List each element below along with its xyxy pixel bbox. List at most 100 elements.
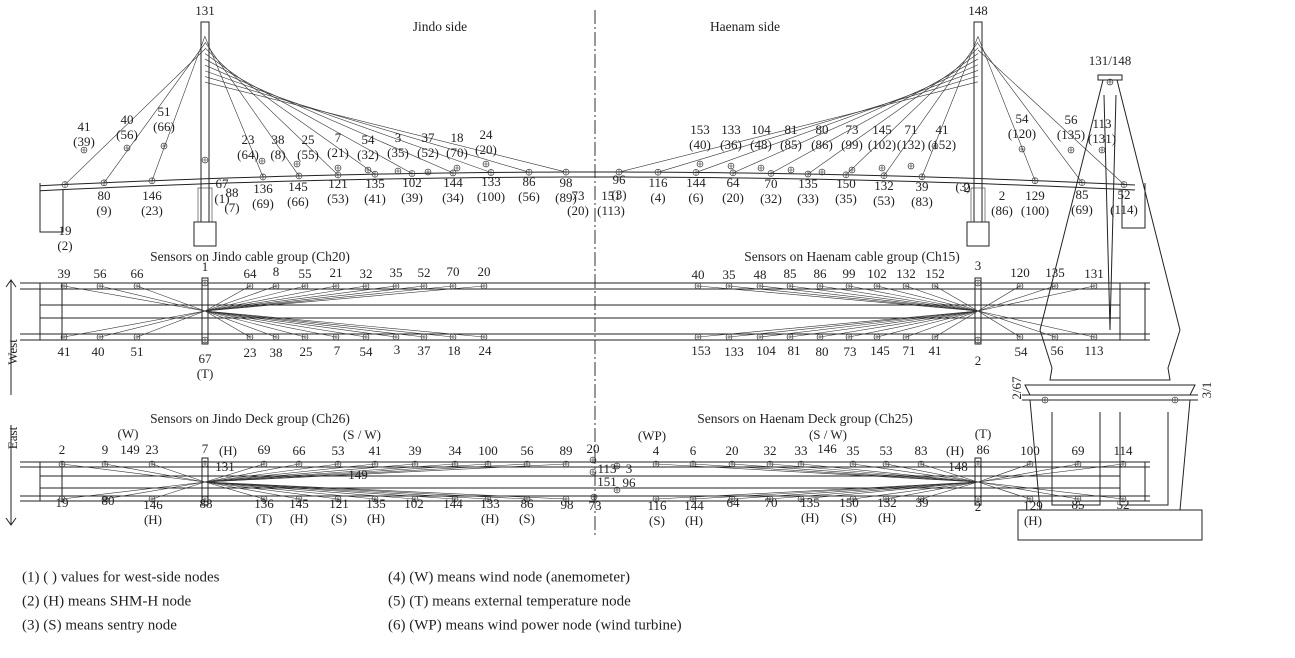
sensor-node-cross	[655, 169, 661, 176]
node-label: 113	[597, 461, 616, 476]
node-label: (H)	[946, 443, 964, 458]
cable	[977, 43, 1083, 183]
node-label: (S / W)	[809, 427, 847, 442]
sensor-node-cross	[817, 283, 823, 289]
node-label: 151	[601, 188, 621, 203]
sensor-node-cross	[481, 334, 487, 340]
cable	[977, 36, 1036, 181]
cable-plan	[204, 310, 425, 338]
pylon-base	[193, 221, 217, 247]
node-label: 116	[647, 498, 667, 513]
cable	[204, 53, 376, 175]
sensor-node-cross	[102, 496, 108, 502]
sensor-node-cross	[768, 170, 774, 177]
node-label: 40	[92, 344, 105, 359]
cable-plan	[204, 481, 339, 500]
sensor-node-cross	[757, 334, 763, 340]
cable-plan	[692, 463, 979, 483]
node-label: 25	[302, 132, 315, 147]
node-label: 18	[448, 343, 461, 358]
node-label: 85	[784, 266, 797, 281]
deck-outline	[39, 283, 1146, 340]
node-label: (53)	[327, 191, 349, 206]
node-label: (41)	[364, 191, 386, 206]
sensor-node-cross	[450, 169, 456, 176]
sensor-node-cross	[61, 334, 67, 340]
sensor-node-cross	[335, 171, 341, 178]
sensor-node-cross	[454, 165, 460, 171]
cable-plan	[977, 481, 1079, 500]
node-label: 150	[836, 176, 856, 191]
sensor-node-cross	[425, 169, 431, 175]
node-label: 104	[756, 343, 776, 358]
sensor-node-cross	[1091, 283, 1097, 289]
sensor-node-cross	[412, 461, 418, 467]
node-label: (H)	[685, 513, 703, 528]
cable	[204, 64, 454, 174]
sensor-node-cross	[247, 334, 253, 340]
sensor-node-cross	[908, 163, 914, 169]
sensor-node-cross	[1017, 334, 1023, 340]
node-label: 23	[244, 345, 257, 360]
cable-plan	[885, 463, 979, 483]
node-label: 133	[481, 174, 501, 189]
sensor-node-cross	[483, 161, 489, 167]
sensor-node-cross	[1052, 334, 1058, 340]
group-title: Sensors on Haenam cable group (Ch15)	[744, 249, 960, 264]
node-label: (H)	[801, 510, 819, 525]
side-label: Jindo side	[413, 19, 467, 34]
node-label: 3	[626, 461, 633, 476]
cable-plan	[819, 285, 979, 312]
sensor-node-cross	[365, 167, 371, 173]
sensor-node-cross	[1032, 177, 1038, 184]
sensor-node-cross	[690, 496, 696, 502]
cable-plan	[63, 310, 206, 338]
node-label: 2	[975, 499, 982, 514]
node-label: (32)	[357, 147, 379, 162]
cable-plan	[655, 481, 979, 500]
direction-label: East	[5, 426, 20, 449]
node-label: 38	[270, 345, 283, 360]
node-label: 135	[366, 496, 386, 511]
sensor-node-cross	[149, 177, 155, 184]
sensor-node-cross	[450, 334, 456, 340]
cable	[883, 41, 979, 176]
sensor-node-cross	[1075, 461, 1081, 467]
node-label: (8)	[270, 147, 285, 162]
cable	[845, 47, 979, 176]
sensor-node-cross	[881, 172, 887, 179]
cable-plan	[759, 310, 979, 338]
node-label: 70	[765, 176, 778, 191]
sensor-node-cross	[202, 337, 208, 343]
node-label: 148	[948, 459, 968, 474]
cable	[977, 49, 1125, 185]
node-label: 20	[587, 441, 600, 456]
sensor-node-cross	[726, 283, 732, 289]
node-label: 146	[142, 188, 162, 203]
node-label: (132)	[897, 137, 925, 152]
sensor-node-cross	[591, 494, 597, 500]
cable-plan	[204, 310, 277, 338]
cable-plan	[789, 285, 979, 312]
node-label: (T)	[256, 511, 273, 526]
node-label: 102	[404, 496, 424, 511]
sensor-node-cross	[260, 173, 266, 180]
node-label: 34	[449, 443, 463, 458]
node-label: 88	[200, 496, 213, 511]
sensor-node-cross	[1091, 334, 1097, 340]
node-label: 54	[360, 344, 374, 359]
node-label: 113	[1092, 116, 1111, 131]
cable-plan	[204, 285, 337, 312]
node-label: 146	[143, 497, 163, 512]
node-label: 121	[329, 496, 349, 511]
sensor-node-cross	[161, 143, 167, 149]
node-label: 102	[402, 175, 422, 190]
direction-arrow	[5, 279, 17, 395]
node-label: 66	[131, 266, 145, 281]
node-label: 56	[1065, 112, 1079, 127]
cable	[921, 36, 979, 177]
node-label: 133	[721, 122, 741, 137]
cable-plan	[204, 285, 367, 312]
node-label: 53	[332, 443, 345, 458]
deck-bottom	[39, 176, 1136, 192]
